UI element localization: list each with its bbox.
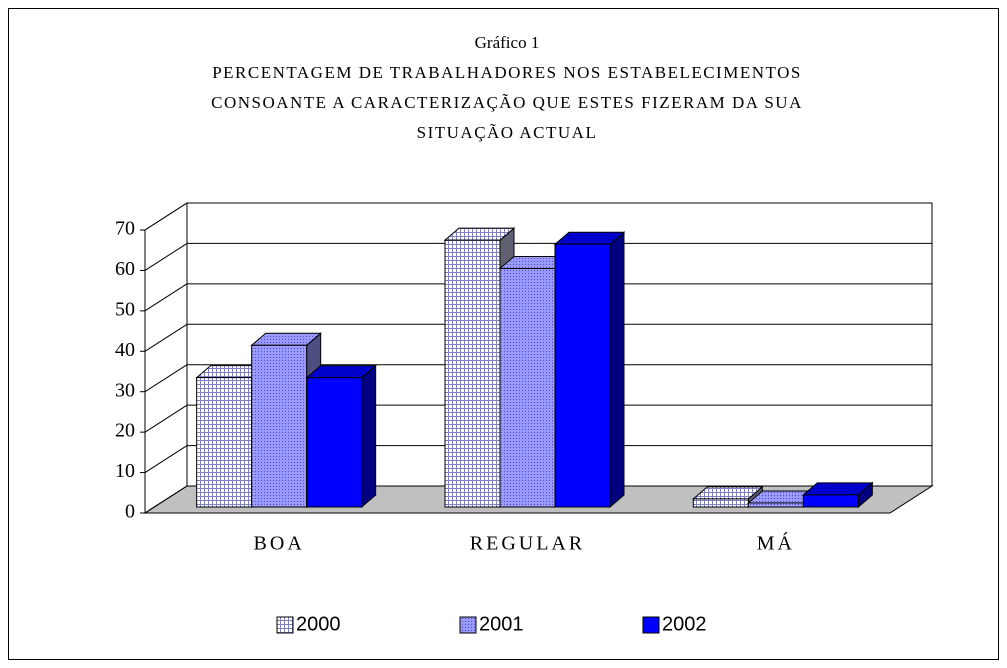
side-wall bbox=[144, 202, 188, 514]
grid-line bbox=[144, 404, 188, 433]
chart-subtitle: SITUAÇÃO ACTUAL bbox=[417, 123, 598, 142]
chart-title: Gráfico 1 bbox=[475, 33, 540, 52]
bar bbox=[747, 502, 804, 508]
bar bbox=[802, 494, 859, 508]
grid-line bbox=[144, 485, 188, 514]
y-tick-label: 10 bbox=[115, 460, 135, 482]
y-tick-label: 70 bbox=[115, 218, 135, 240]
bar bbox=[306, 377, 363, 508]
y-tick-label: 0 bbox=[125, 501, 135, 523]
bar-side bbox=[609, 231, 625, 509]
grid-line bbox=[144, 202, 188, 231]
legend-swatch bbox=[276, 616, 294, 634]
grid-line bbox=[144, 283, 188, 312]
y-tick-label: 50 bbox=[115, 298, 135, 320]
legend-label: 2001 bbox=[479, 613, 524, 635]
grid-line bbox=[144, 445, 188, 473]
legend-swatch bbox=[642, 616, 660, 634]
y-tick-label: 40 bbox=[115, 339, 135, 361]
grid-line bbox=[144, 364, 188, 393]
grid-line bbox=[144, 323, 188, 352]
bar bbox=[554, 243, 611, 508]
bar bbox=[499, 267, 556, 508]
y-tick-label: 60 bbox=[115, 258, 135, 280]
legend-label: 2000 bbox=[296, 613, 341, 635]
x-tick-label: BOA bbox=[254, 533, 305, 555]
x-tick-label: REGULAR bbox=[470, 533, 585, 555]
legend-swatch bbox=[459, 616, 477, 634]
chart-subtitle: CONSOANTE A CARACTERIZAÇÃO QUE ESTES FIZ… bbox=[211, 93, 803, 112]
chart-subtitle: PERCENTAGEM DE TRABALHADORES NOS ESTABEL… bbox=[212, 63, 802, 82]
bar bbox=[444, 239, 501, 508]
bar-side bbox=[361, 364, 377, 509]
y-tick-label: 30 bbox=[115, 379, 135, 401]
x-tick-label: MÁ bbox=[757, 532, 795, 555]
legend-label: 2002 bbox=[662, 613, 707, 635]
bar bbox=[251, 344, 308, 508]
y-tick-label: 20 bbox=[115, 420, 135, 442]
bar bbox=[196, 377, 253, 508]
bar bbox=[692, 498, 749, 508]
grid-line bbox=[144, 243, 188, 271]
